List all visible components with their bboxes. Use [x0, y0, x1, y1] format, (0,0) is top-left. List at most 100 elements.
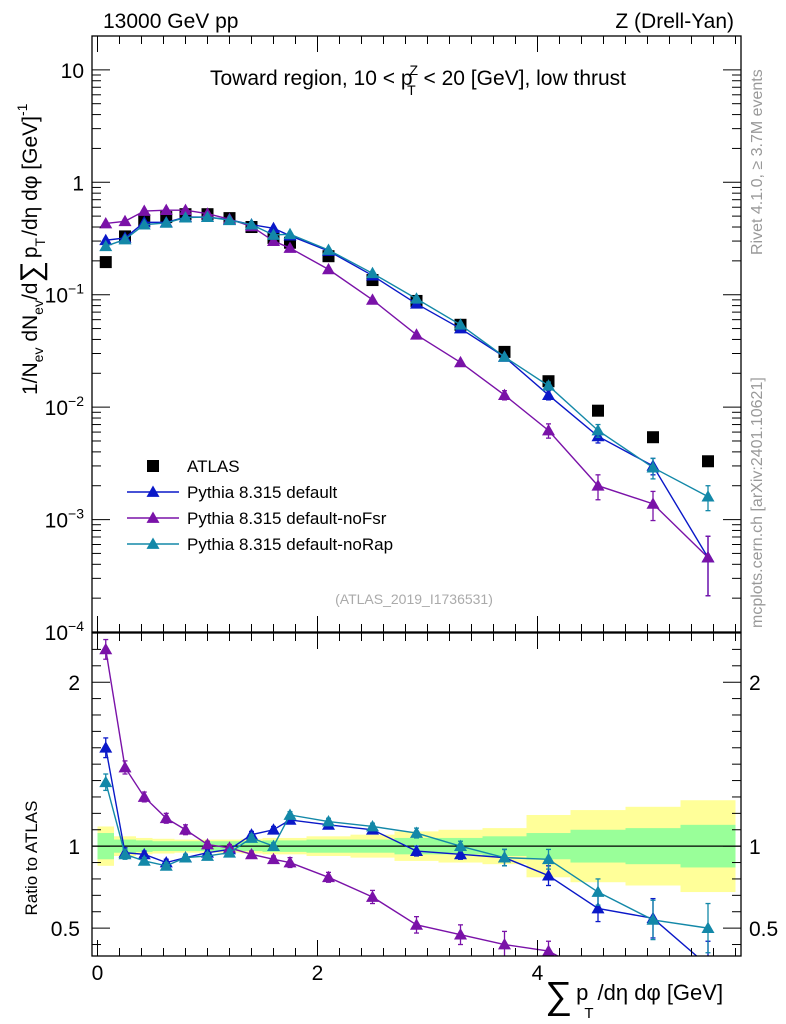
y-tick-label: 1: [72, 172, 84, 195]
main-axes-box: [91, 35, 742, 633]
point-noFsr: [591, 479, 605, 491]
ratio-point-noFsr: [245, 847, 258, 860]
ratio-point-noRap: [498, 851, 511, 863]
point-noFsr: [322, 262, 335, 275]
ratio-series-layer: [99, 638, 715, 970]
ratio-point-default: [410, 844, 423, 856]
point-noFsr: [99, 216, 113, 229]
point-noRap: [498, 350, 511, 362]
ratio-point-noFsr: [498, 938, 511, 950]
point-noRap: [118, 232, 132, 245]
point-noRap: [245, 218, 258, 230]
y-tick-label: 10−4: [45, 618, 85, 645]
title-sub-t: T: [407, 82, 416, 98]
ylabel-p0: 1/N: [19, 362, 42, 395]
point-noFsr: [366, 293, 379, 305]
legend-label-data: ATLAS: [187, 457, 240, 476]
series-noRap: [99, 210, 715, 512]
ratio-ylabel: Ratio to ATLAS: [22, 801, 41, 916]
legend-marker-noRap: [146, 537, 160, 549]
ratio-y-tick-label-right: 1: [749, 836, 761, 859]
ratio-point-default: [137, 847, 151, 860]
ratio-point-noRap: [366, 819, 379, 832]
ratio-point-noFsr: [267, 852, 280, 865]
ratio-point-noRap: [701, 921, 715, 934]
point-noFsr: [159, 203, 173, 216]
ratio-point-noRap: [542, 852, 555, 865]
point-noRap: [99, 239, 113, 252]
ratio-point-noRap: [245, 831, 258, 843]
point-default: [542, 388, 555, 400]
point-data: [322, 250, 335, 263]
ratio-point-default: [702, 959, 715, 970]
ratio-frame: 0 2 4 0.5 0.5 1 1 2 2: [51, 632, 778, 985]
point-noFsr: [646, 497, 660, 509]
ylabel-p9: -1: [14, 103, 30, 116]
y-tick-base: 10: [45, 510, 68, 533]
point-noRap: [322, 243, 335, 255]
xaxis-label: ∑ p T/dη dφ [GeV]: [545, 975, 723, 1022]
ratio-point-noFsr: [99, 642, 113, 655]
ratio-point-default: [542, 869, 555, 881]
point-data: [647, 431, 659, 444]
legend-label-noFsr: Pythia 8.315 default-noFsr: [187, 509, 387, 528]
ratio-point-noRap: [322, 815, 335, 827]
ratio-point-noRap: [267, 839, 280, 852]
point-default: [99, 233, 113, 246]
ratio-series-noRap: [99, 773, 715, 954]
point-noRap: [646, 461, 660, 473]
xlabel-p0: ∑: [545, 975, 572, 1017]
point-data: [702, 455, 714, 468]
ratio-point-default: [267, 823, 280, 835]
legend-marker-data: [147, 460, 159, 472]
point-noRap: [283, 227, 297, 240]
side-label-rivet: Rivet 4.1.0, ≥ 3.7M events: [749, 69, 766, 255]
y-tick-base: 10: [45, 397, 68, 420]
point-noFsr: [118, 214, 132, 227]
ratio-point-noRap: [137, 854, 151, 866]
title-part-a: Toward region, 10 < p: [210, 67, 413, 90]
y-tick-label: 10−3: [45, 506, 85, 533]
ratio-point-default: [591, 901, 605, 914]
main-series-layer: [99, 203, 715, 597]
x-tick-label: 2: [312, 962, 324, 985]
title-sup-z: Z: [410, 62, 419, 78]
ratio-point-noRap: [591, 885, 605, 897]
header-right: Z (Drell-Yan): [615, 10, 734, 33]
point-noRap: [267, 228, 280, 240]
point-noRap: [410, 292, 423, 304]
point-noFsr: [283, 241, 297, 253]
ratio-point-noFsr: [201, 838, 214, 850]
ratio-point-noFsr: [118, 760, 132, 773]
ratio-axes-box: [91, 632, 742, 957]
point-noFsr: [410, 328, 423, 340]
ylabel-p7: T: [32, 237, 48, 246]
ratio-point-noRap: [118, 847, 132, 860]
ratio-panel: [92, 800, 741, 893]
main-ylabel: 1/Nev dNev/d∑pT/dη dφ [GeV]-1: [14, 103, 48, 395]
point-noFsr: [701, 550, 715, 563]
x-tick-label: 4: [532, 962, 544, 985]
y-tick-base: 10: [45, 622, 68, 645]
y-tick-label: 10: [61, 60, 84, 83]
point-default: [267, 221, 280, 234]
point-noFsr: [454, 355, 467, 368]
ratio-point-noFsr: [137, 790, 151, 802]
ylabel-p6: p: [19, 246, 42, 258]
ratio-y-tick-label-right: 2: [749, 672, 761, 695]
legend-label-default: Pythia 8.315 default: [187, 483, 338, 502]
y-tick-label: 10−2: [45, 393, 85, 420]
ratio-y-tick-label-right: 0.5: [749, 918, 778, 941]
point-noFsr: [179, 203, 192, 216]
series-line-default: [105, 216, 709, 558]
point-noRap: [542, 379, 555, 391]
point-noRap: [201, 210, 214, 222]
ratio-point-noRap: [410, 826, 423, 838]
ratio-point-noFsr: [179, 823, 192, 835]
xlabel-p1: p: [576, 980, 588, 1005]
ratio-point-noFsr: [322, 870, 335, 883]
ylabel-p2: dN: [19, 315, 42, 348]
series-data: [99, 208, 714, 468]
